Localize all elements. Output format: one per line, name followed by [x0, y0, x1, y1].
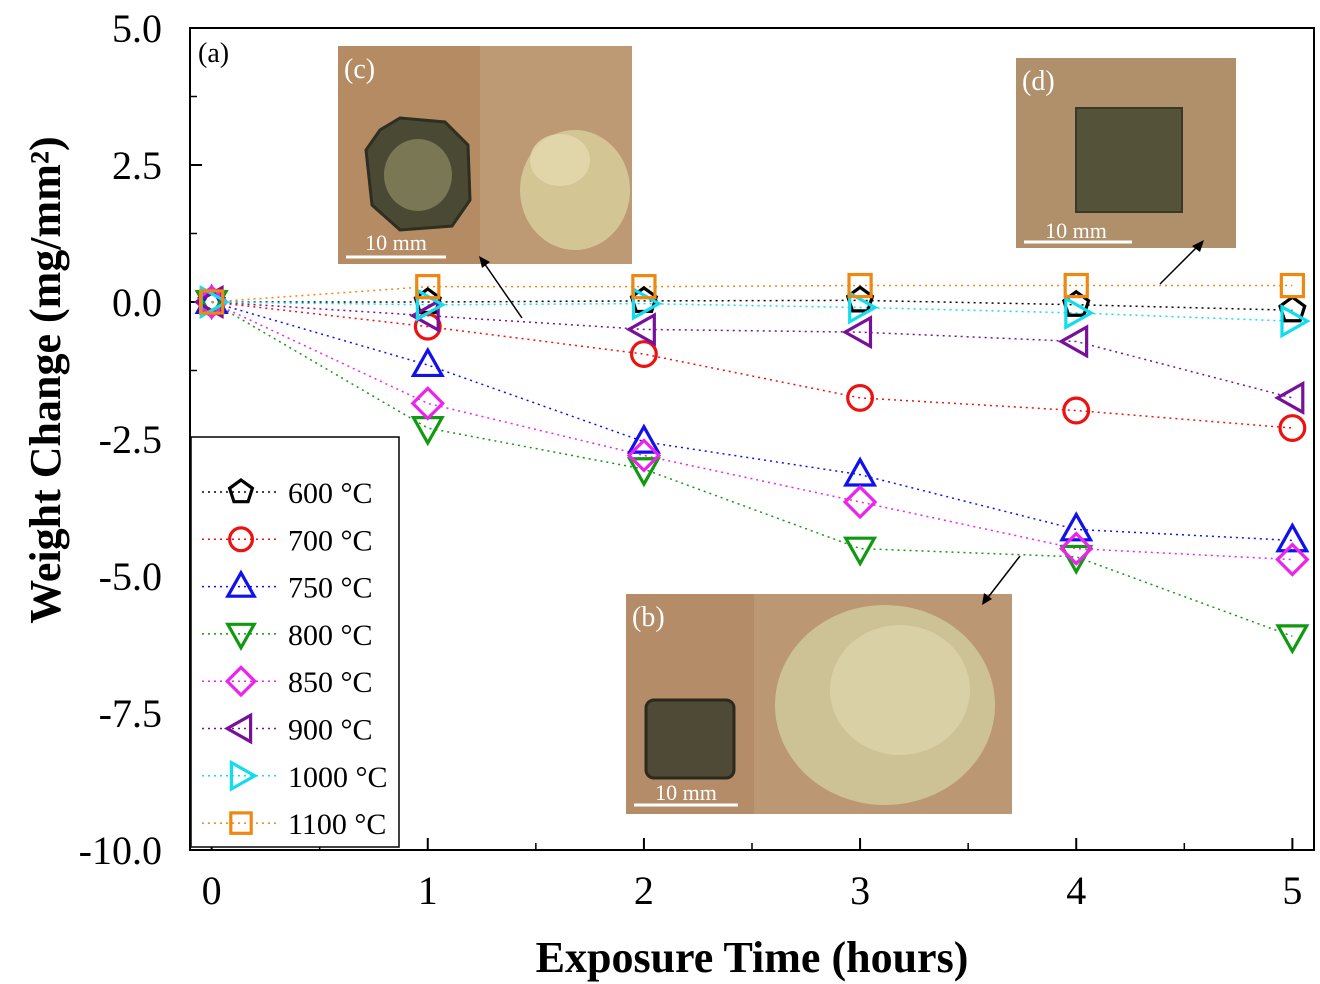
inset-photo-d: 10 mm (d): [1016, 58, 1236, 248]
series-line: [211, 301, 1293, 637]
oxidized-sample-b: [644, 698, 736, 780]
arrow-head-c: [479, 256, 490, 268]
data-point: [842, 484, 878, 520]
legend-marker: [229, 811, 253, 835]
legend-marker: [227, 478, 255, 504]
data-point: [1280, 304, 1311, 339]
panel-label-d: (d): [1022, 66, 1055, 97]
scale-bar-label-d: 10 mm: [1045, 218, 1107, 243]
data-point: [1278, 295, 1307, 323]
series-line: [211, 301, 1293, 561]
arrow-c: [481, 259, 523, 319]
data-point: [410, 386, 445, 421]
y-tick-label: -10.0: [79, 828, 162, 873]
intact-sample-d: [1075, 107, 1183, 213]
data-point: [1275, 542, 1310, 577]
legend-label: 750 °C: [288, 572, 373, 605]
legend-marker: [223, 712, 253, 745]
arrow-b: [985, 555, 1021, 601]
arrow-head-b: [982, 593, 992, 605]
data-point: [415, 274, 441, 300]
series-lines: [211, 284, 1293, 637]
data-point: [409, 298, 440, 333]
series-line: [211, 301, 1293, 399]
x-tick-label: 5: [1282, 868, 1302, 913]
x-tick-label: 2: [634, 868, 654, 913]
scale-bar-label-b: 10 mm: [655, 780, 717, 805]
data-point: [629, 340, 658, 369]
series-markers: [193, 272, 1311, 655]
legend-label: 850 °C: [288, 666, 373, 699]
data-point: [198, 289, 225, 315]
data-point: [1063, 272, 1089, 299]
data-point: [846, 383, 875, 412]
data-point: [631, 274, 657, 300]
plot-frame: [189, 27, 1315, 851]
data-point: [1062, 396, 1091, 425]
y-axis-title: Weight Change (mg/mm²): [21, 136, 70, 623]
data-point: [848, 290, 879, 325]
legend-label: 800 °C: [288, 619, 373, 652]
series-line: [211, 301, 1293, 429]
data-point: [1274, 380, 1305, 415]
legend-label: 1100 °C: [288, 808, 386, 841]
legend-marker: [229, 759, 259, 792]
axis-ticks: 0 1 2 3 4 5 5.0 2.5 0.0 -2.5 -5.0 -7.5 -10.0: [79, 6, 1303, 913]
y-tick-label: 2.5: [112, 143, 162, 188]
inset-photo-c: 10 mm (c): [338, 46, 632, 264]
panel-label-a: (a): [198, 38, 229, 69]
x-tick-label: 1: [418, 868, 438, 913]
legend-marker: [224, 665, 258, 698]
x-axis-title: Exposure Time (hours): [536, 933, 969, 982]
legend-box: [190, 436, 400, 848]
data-point: [626, 457, 661, 488]
legend-label: 600 °C: [288, 477, 373, 510]
legend-label: 900 °C: [288, 714, 373, 747]
data-point: [843, 456, 878, 487]
panel-label-c: (c): [344, 54, 375, 85]
scale-bar-label-c: 10 mm: [365, 230, 427, 255]
data-point: [626, 438, 662, 473]
data-point: [1275, 624, 1310, 655]
data-point: [410, 346, 445, 378]
series-line: [211, 301, 1293, 542]
series-line: [211, 299, 1293, 311]
panel-label-b: (b): [632, 602, 665, 633]
legend-marker: [225, 622, 257, 651]
legend: 600 °C 700 °C 750 °C 800 °C 850 °C 900 °C 1000…: [190, 436, 400, 848]
x-tick-label: 3: [850, 868, 870, 913]
data-point: [1279, 272, 1306, 299]
arrow-head-d: [1192, 240, 1204, 252]
data-point: [1278, 414, 1307, 442]
series-line: [211, 284, 1293, 303]
data-point: [847, 272, 873, 299]
legend-marker: [225, 569, 257, 598]
legend-label: 700 °C: [288, 524, 373, 557]
data-point: [841, 315, 873, 350]
data-point: [1059, 531, 1094, 566]
legend-marker: [228, 526, 255, 553]
data-point: [626, 423, 661, 454]
data-point: [1059, 544, 1094, 576]
inset-photo-b: 10 mm (b): [626, 594, 1012, 814]
x-tick-label: 0: [202, 868, 222, 913]
y-tick-label: 0.0: [112, 280, 162, 325]
data-point: [625, 312, 656, 347]
y-tick-label: -7.5: [99, 691, 162, 736]
data-point: [843, 536, 878, 567]
legend-label: 1000 °C: [288, 761, 388, 794]
x-tick-label: 4: [1066, 868, 1086, 913]
arrow-d: [1159, 243, 1201, 285]
y-tick-label: -2.5: [99, 417, 162, 462]
series-line: [211, 301, 1293, 322]
data-point: [410, 416, 445, 447]
y-tick-label: 5.0: [112, 6, 162, 51]
data-point: [1275, 522, 1310, 553]
data-point: [1059, 511, 1094, 542]
y-tick-label: -5.0: [99, 554, 162, 599]
data-point: [1058, 324, 1089, 359]
data-point: [1064, 295, 1095, 330]
